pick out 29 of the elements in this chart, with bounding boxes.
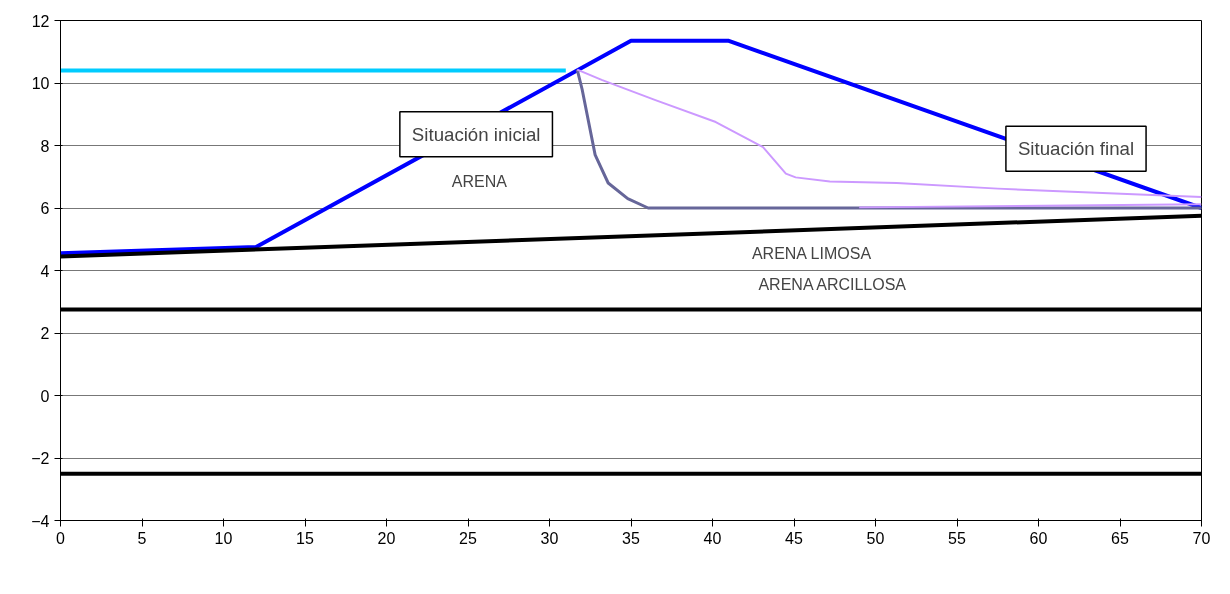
x-tick-label: 35	[622, 529, 640, 547]
x-tick-label: 20	[377, 529, 396, 547]
annotation: ARENA ARCILLOSA	[758, 276, 907, 294]
x-tick-label: 25	[459, 529, 477, 547]
x-tick-label: 65	[1111, 529, 1129, 547]
y-tick-label: 4	[40, 262, 50, 280]
x-tick-label: 45	[785, 529, 803, 547]
x-tick-label: 60	[1029, 529, 1048, 547]
annotation: Situación inicial	[411, 123, 541, 145]
annotation: ARENA	[451, 172, 508, 190]
y-tick-label: −2	[31, 450, 50, 467]
y-tick-label: −4	[31, 512, 50, 530]
x-tick-label: 70	[1192, 529, 1211, 547]
x-tick-label: 0	[56, 529, 66, 547]
y-tick-label: 8	[40, 137, 50, 155]
x-tick-label: 50	[866, 529, 885, 547]
x-tick-label: 30	[540, 529, 559, 547]
y-tick-label: 0	[40, 387, 50, 405]
x-tick-label: 5	[137, 529, 147, 547]
x-tick-label: 55	[948, 529, 966, 547]
x-tick-label: 40	[703, 529, 722, 547]
y-tick-label: 2	[40, 325, 50, 342]
annotation: ARENA LIMOSA	[751, 244, 872, 262]
y-tick-label: 10	[31, 75, 50, 92]
x-tick-label: 15	[296, 529, 314, 547]
annotation: Situación final	[1017, 138, 1135, 160]
x-tick-label: 10	[214, 529, 233, 547]
y-tick-label: 6	[40, 200, 50, 217]
y-tick-label: 12	[31, 12, 50, 30]
